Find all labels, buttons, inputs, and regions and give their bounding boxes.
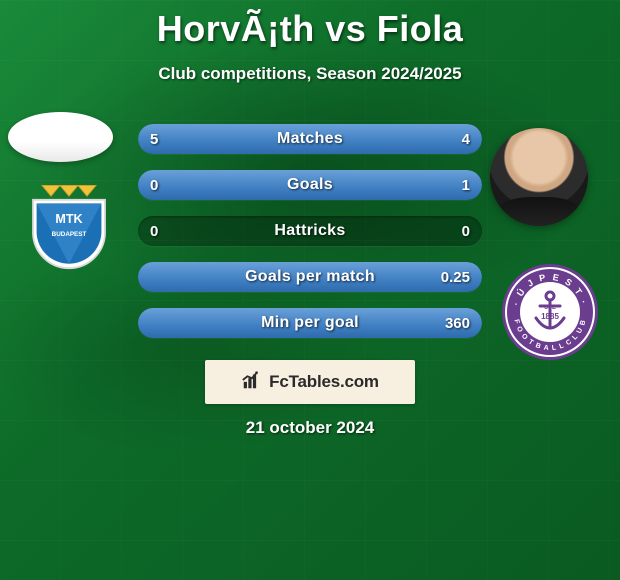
stat-fill-right	[329, 124, 482, 154]
svg-text:UTE: UTE	[544, 305, 556, 311]
stat-row-matches: 5 Matches 4	[138, 124, 482, 154]
club-left-badge-icon: MTK BUDAPEST	[24, 180, 114, 270]
club-right-badge-icon: · Ú J P E S T · F O O T B A L L C L U B …	[500, 262, 600, 362]
player-left-avatar	[8, 112, 113, 162]
stat-fill-left	[138, 124, 329, 154]
stat-value-right: 0	[462, 216, 470, 246]
svg-text:1885: 1885	[541, 312, 559, 321]
chart-icon	[241, 369, 263, 396]
watermark: FcTables.com	[205, 360, 415, 404]
svg-text:MTK: MTK	[55, 212, 82, 226]
stat-fill-right	[138, 308, 482, 338]
stat-row-goals: 0 Goals 1	[138, 170, 482, 200]
stat-row-hattricks: 0 Hattricks 0	[138, 216, 482, 246]
stat-row-min-per-goal: Min per goal 360	[138, 308, 482, 338]
stat-fill-right	[138, 262, 482, 292]
date-text: 21 october 2024	[0, 418, 620, 438]
stat-label: Hattricks	[138, 216, 482, 246]
player-right-avatar	[490, 128, 588, 226]
watermark-text: FcTables.com	[269, 372, 379, 392]
stat-row-goals-per-match: Goals per match 0.25	[138, 262, 482, 292]
svg-text:BUDAPEST: BUDAPEST	[52, 231, 87, 238]
stat-bars: 5 Matches 4 0 Goals 1 0 Hattricks 0 Goal…	[138, 124, 482, 354]
stat-value-left: 0	[150, 216, 158, 246]
stat-fill-right	[138, 170, 482, 200]
page-title: HorvÃ¡th vs Fiola	[0, 0, 620, 50]
page-subtitle: Club competitions, Season 2024/2025	[0, 64, 620, 84]
